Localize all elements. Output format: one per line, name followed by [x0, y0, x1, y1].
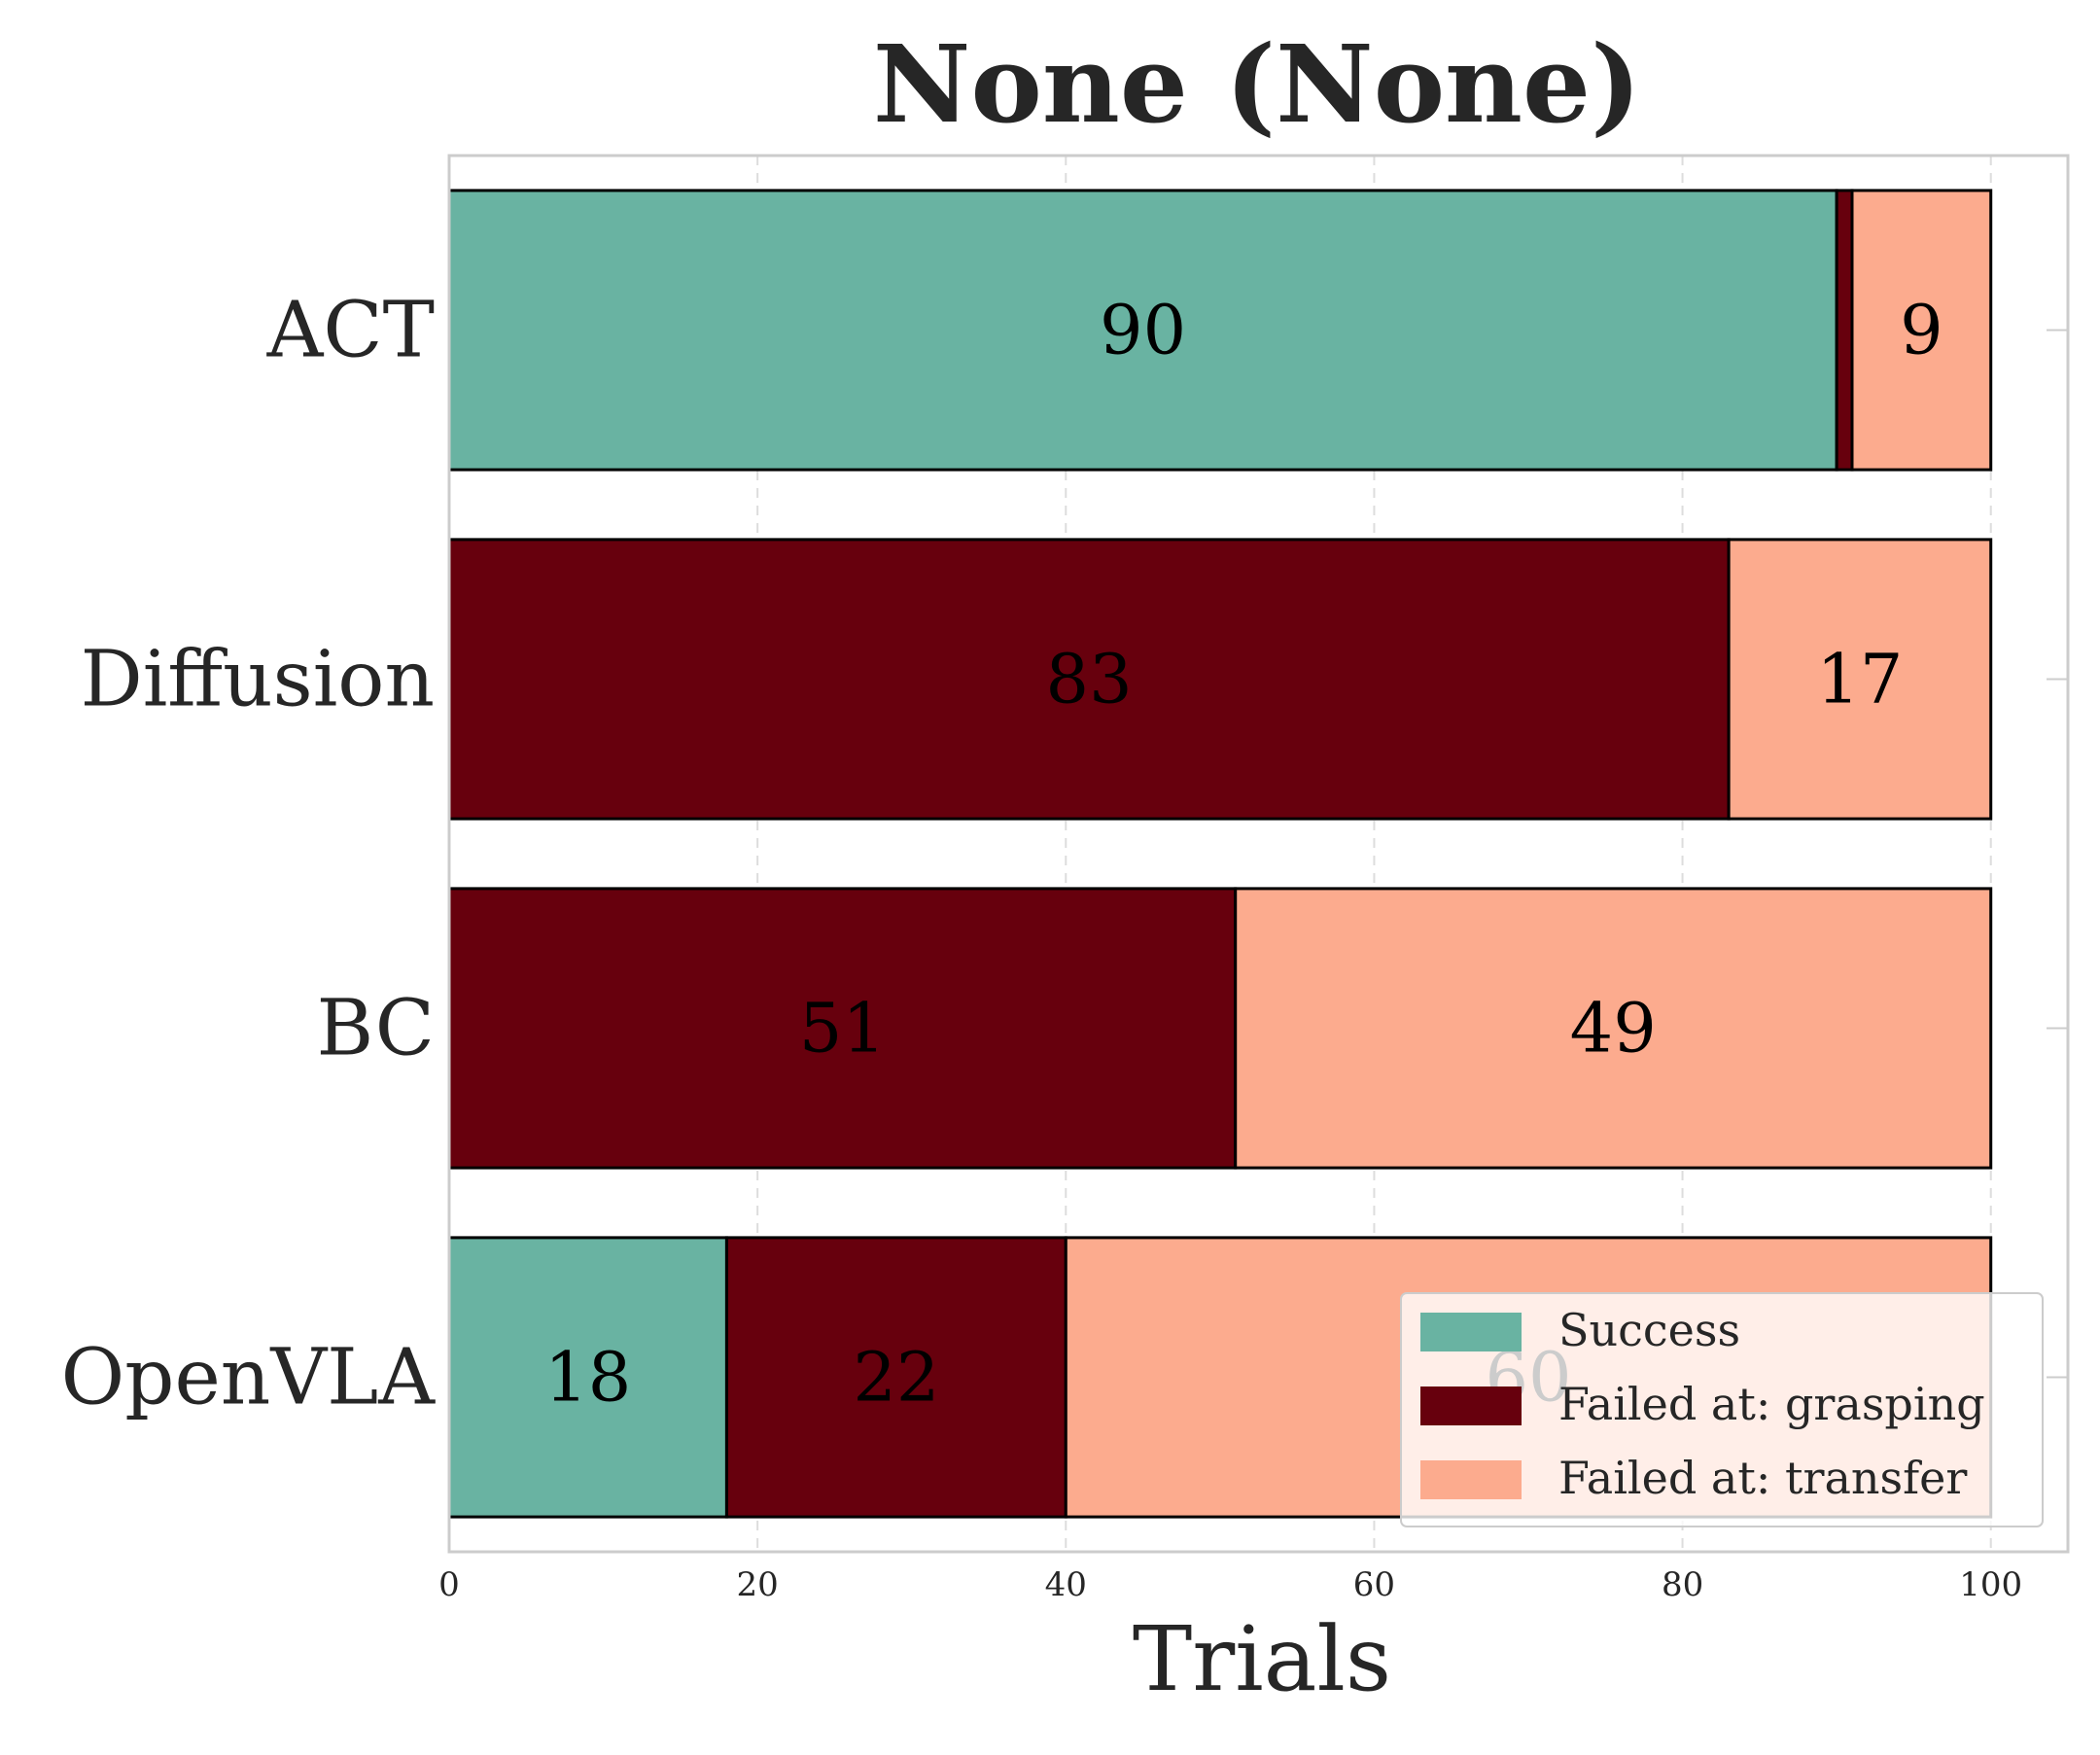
bar-value-label: 49	[1570, 989, 1657, 1069]
bar-segment	[1835, 189, 1854, 472]
bar-value-label: 17	[1816, 640, 1903, 720]
x-tick-label: 80	[1662, 1565, 1703, 1604]
bar-segment	[1727, 538, 1993, 821]
bar-value-label: 22	[853, 1338, 939, 1418]
plot-frame	[447, 154, 2070, 1554]
category-label: BC	[317, 983, 435, 1073]
bar-segment	[724, 1236, 1068, 1519]
bar-value-label: 9	[1900, 291, 1943, 370]
category-label: ACT	[266, 285, 435, 375]
legend-box	[1400, 1292, 2044, 1527]
x-tick-label: 0	[438, 1565, 460, 1604]
category-label: OpenVLA	[61, 1332, 437, 1422]
bar-value-label: 18	[544, 1338, 631, 1418]
legend: Success Failed at: grasping Failed at: tra…	[1400, 1292, 2044, 1527]
legend-swatch	[1420, 1460, 1522, 1499]
legend-swatch	[1420, 1386, 1522, 1425]
legend-label: Success	[1558, 1304, 1740, 1356]
x-ticks: 0 20 40 60 80 100	[438, 1565, 2022, 1604]
bar-segment	[1234, 887, 1993, 1170]
x-tick-label: 20	[737, 1565, 779, 1604]
bar-value-label: 83	[1046, 640, 1133, 720]
x-axis-label: Trials	[1133, 1607, 1391, 1711]
x-tick-label: 60	[1353, 1565, 1395, 1604]
bar-segment	[1850, 189, 1993, 472]
bar-segment	[447, 189, 1838, 472]
x-tick-label: 100	[1959, 1565, 2022, 1604]
bar-segment	[447, 1236, 728, 1519]
category-label: Diffusion	[81, 634, 435, 724]
bar-segment	[447, 538, 1731, 821]
bar-value-label: 51	[799, 989, 886, 1069]
legend-label: Failed at: grasping	[1558, 1378, 1985, 1430]
legend-swatch	[1420, 1313, 1522, 1351]
bar-value-label: 90	[1100, 291, 1186, 370]
chart-title: None (None)	[873, 21, 1641, 147]
category-labels: ACT Diffusion BC OpenVLA	[61, 285, 437, 1422]
x-tick-label: 40	[1045, 1565, 1087, 1604]
legend-label: Failed at: transfer	[1558, 1452, 1967, 1504]
